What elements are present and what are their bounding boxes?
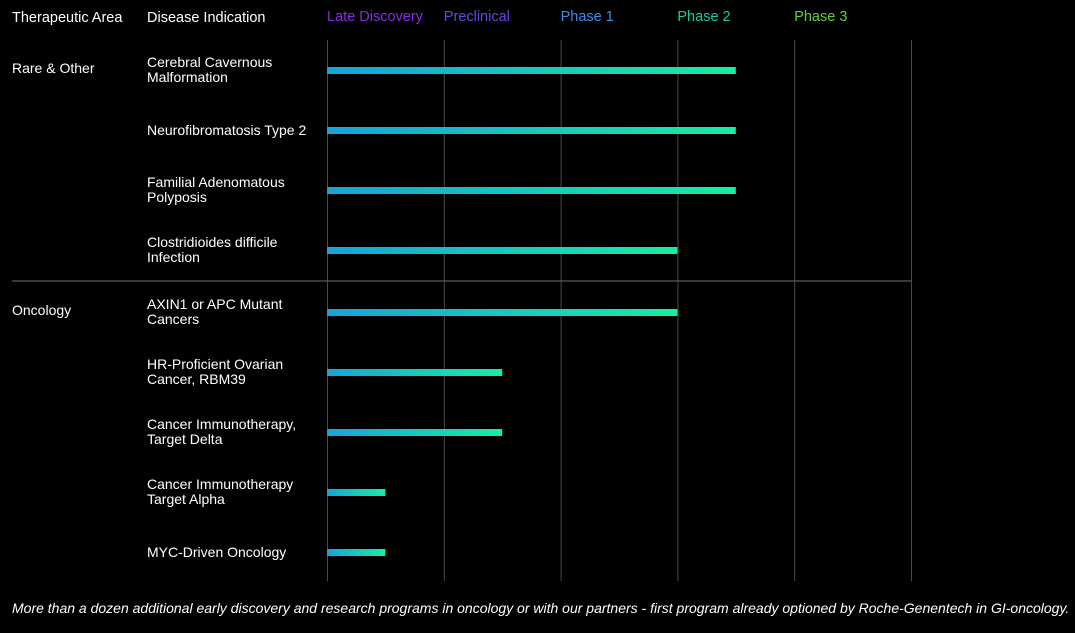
progress-bar [327,187,736,194]
indication-label: MYC-Driven Oncology [147,543,287,560]
indication-label: Familial Adenomatous Polyposis [147,174,285,205]
progress-bar [327,247,678,254]
progress-bar [327,309,678,316]
progress-bar [327,489,386,496]
stage-header: Late Discovery [327,9,423,25]
progress-bar [327,549,386,556]
stage-header: Phase 2 [677,9,731,25]
indication-label: Cerebral Cavernous Malformation [147,54,273,85]
progress-bar [327,369,503,376]
stage-header: Phase 3 [794,9,848,25]
progress-bar [327,127,736,134]
indication-label: Cancer Immunotherapy Target Alpha [147,476,294,507]
footnote: More than a dozen additional early disco… [12,600,1070,616]
indication-header: Disease Indication [147,10,266,26]
group-label: Rare & Other [12,60,95,76]
progress-bar [327,429,503,436]
stage-header: Preclinical [443,9,510,25]
group-label: Oncology [12,302,72,318]
indication-label: Cancer Immunotherapy, Target Delta [147,416,297,447]
area-header: Therapeutic Area [12,10,123,26]
indication-label: Clostridioides difficile Infection [147,234,278,265]
indication-label: Neurofibromatosis Type 2 [147,121,307,138]
progress-bar [327,67,736,74]
indication-label: AXIN1 or APC Mutant Cancers [147,296,283,327]
indication-label: HR-Proficient Ovarian Cancer, RBM39 [147,356,284,387]
stage-header: Phase 1 [560,9,614,25]
